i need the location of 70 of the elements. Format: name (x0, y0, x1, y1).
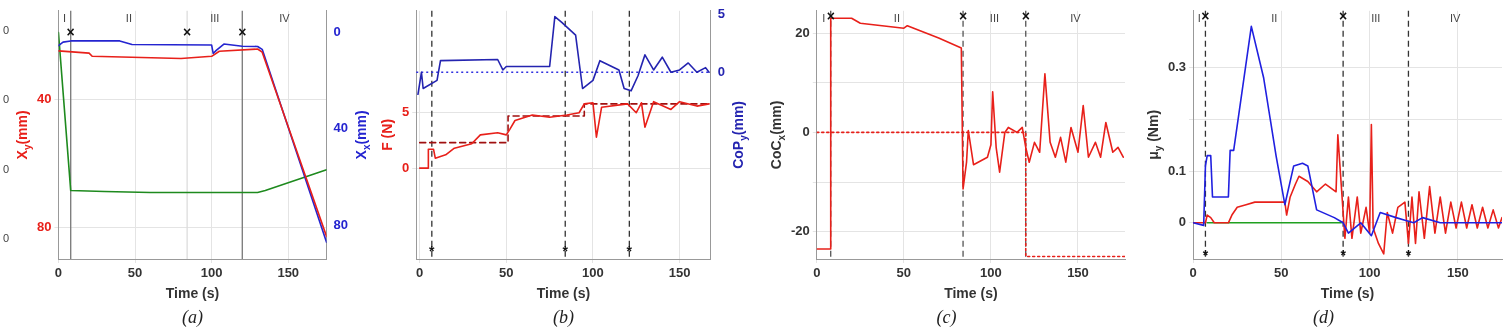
x-axis-title: Time (s) (165, 284, 220, 301)
x-tick-label: 0 (54, 265, 63, 281)
text: (c) (936, 306, 957, 328)
y-axis-title: Xy(mm) (13, 110, 34, 160)
y-axis-title: F (N) (378, 118, 395, 151)
annotation: * (1202, 247, 1209, 264)
annotation: × (66, 23, 75, 40)
x-tick-label: 100 (582, 265, 604, 281)
annotation: IV (1450, 11, 1462, 24)
x-tick-label: 0 (1189, 265, 1197, 281)
annotation: × (1201, 7, 1210, 24)
y-axis-title: CoCx(mm) (767, 100, 788, 170)
y-tick-label: 0 (1178, 214, 1187, 230)
x-tick-label: 100 (980, 265, 1002, 281)
text: (b) (553, 306, 574, 328)
x-tick-label: 0 (813, 265, 821, 281)
text: (d) (1313, 306, 1334, 328)
text: 0 (2, 23, 10, 36)
annotation: × (183, 23, 192, 40)
annotation: * (1405, 247, 1412, 264)
text: 0 (2, 93, 10, 106)
y2-axis-title: CoPy(mm) (729, 101, 750, 169)
y-tick-label: -20 (790, 223, 810, 239)
annotation: III (210, 11, 220, 24)
y-tick-label: 20 (795, 24, 810, 40)
x-tick-label: 150 (1067, 265, 1089, 281)
x-axis-title: Time (s) (536, 284, 591, 301)
x-tick-label: 50 (896, 265, 912, 281)
annotation: × (958, 7, 968, 24)
y2-axis-title: Xx(mm) (352, 110, 373, 160)
x-tick-label: 0 (416, 265, 424, 281)
annotation: II (125, 11, 132, 24)
y2-tick-label: 40 (333, 120, 349, 136)
x-tick-label: 150 (1447, 265, 1469, 281)
annotation: IV (279, 11, 291, 24)
annotation: * (626, 243, 633, 260)
y2-tick-label: 80 (333, 216, 349, 232)
annotation: I (63, 11, 67, 24)
x-tick-label: 50 (1274, 265, 1289, 281)
x-tick-label: 150 (277, 265, 300, 281)
annotation: III (989, 11, 999, 24)
annotation: × (1339, 7, 1348, 24)
annotation: I (822, 11, 826, 24)
x-tick-label: 50 (499, 265, 514, 281)
y2-tick-label: 0 (333, 24, 341, 40)
text: 0 (2, 162, 10, 175)
y-tick-label: 0.1 (1167, 162, 1187, 178)
annotation: IV (1070, 11, 1082, 24)
x-tick-label: 100 (200, 265, 223, 281)
annotation: II (893, 11, 900, 24)
annotation: × (1021, 7, 1030, 24)
text: (a) (182, 306, 203, 328)
x-axis-title: Time (s) (1320, 284, 1375, 301)
x-axis-title: Time (s) (944, 284, 998, 301)
x-tick-label: 50 (127, 265, 143, 281)
x-tick-label: 150 (668, 265, 691, 281)
annotation: × (238, 23, 247, 40)
annotation: * (562, 243, 569, 260)
annotation: II (1271, 11, 1278, 24)
x-tick-label: 100 (1358, 265, 1381, 281)
annotation: × (826, 7, 835, 24)
annotation: I (1197, 11, 1201, 24)
y-tick-label: 0.3 (1167, 59, 1187, 75)
annotation: * (429, 243, 436, 260)
y2-tick-label: 5 (717, 5, 725, 21)
text: 0 (2, 232, 10, 245)
y-axis-title: μy (Nm) (1144, 109, 1165, 160)
annotation: III (1371, 11, 1381, 24)
y2-tick-label: 0 (717, 63, 725, 79)
y-tick-label: 0 (802, 124, 810, 139)
